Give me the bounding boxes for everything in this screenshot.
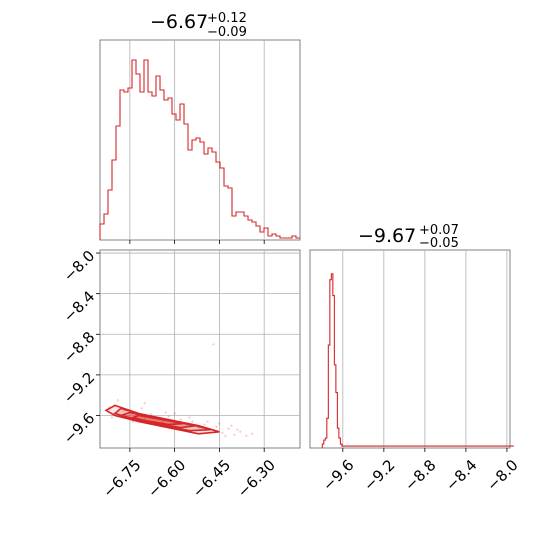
panel-hist-1-grid xyxy=(129,40,265,240)
scatter-point xyxy=(110,416,114,419)
scatter-point xyxy=(203,423,206,426)
scatter-point xyxy=(143,402,146,405)
param-2-minus: −0.05 xyxy=(419,236,459,251)
param-1-title: −6.67 xyxy=(150,11,208,33)
hist-2-tick-label: −9.2 xyxy=(360,456,398,494)
panel-2d-frame xyxy=(99,249,301,449)
hist-1-series xyxy=(99,59,300,240)
scatter-point xyxy=(212,343,215,346)
x-tick-label: −6.60 xyxy=(144,456,189,501)
y-tick-label: −8.8 xyxy=(60,328,98,366)
y-tick-label: −9.2 xyxy=(60,369,98,407)
panel-hist-2-grid xyxy=(342,250,508,448)
scatter-point xyxy=(143,417,146,420)
panel-2d-grid xyxy=(100,250,300,448)
x-tick-label: −6.75 xyxy=(99,456,144,501)
scatter-point xyxy=(245,434,248,438)
scatter-point xyxy=(239,430,242,433)
scatter-point xyxy=(224,434,227,438)
hist-2-tick-label: −9.6 xyxy=(319,456,357,494)
panel-hist-2-frame xyxy=(309,249,511,449)
hist-2-series xyxy=(321,273,514,448)
scatter-point xyxy=(191,420,194,423)
panel-hist-2-ticks: −9.6 −9.2 −8.8 −8.4 −8.0 xyxy=(319,448,522,495)
y-tick-label: −9.6 xyxy=(60,409,98,447)
param-1-median: −6.67 xyxy=(150,11,208,33)
hist-2-tick-label: −8.0 xyxy=(483,456,521,494)
scatter-point xyxy=(218,422,221,425)
x-tick-label: −6.45 xyxy=(189,456,234,501)
param-1-minus: −0.09 xyxy=(207,25,247,40)
panel-hist-1-ticks xyxy=(129,240,265,244)
scatter-point xyxy=(161,420,164,423)
scatter-point xyxy=(173,412,176,415)
y-tick-label: −8.0 xyxy=(60,247,98,285)
panel-hist-1: −6.67 +0.12 −0.09 xyxy=(99,11,301,244)
scatter-point xyxy=(227,427,230,430)
scatter-point xyxy=(188,416,191,419)
panel-2d-contours xyxy=(104,404,220,435)
scatter-point xyxy=(206,420,209,423)
hist-2-tick-label: −8.4 xyxy=(442,456,480,494)
param-2-plus: +0.07 xyxy=(419,223,459,238)
scatter-point xyxy=(140,407,143,410)
scatter-point xyxy=(167,415,170,418)
scatter-point xyxy=(215,425,218,428)
scatter-point xyxy=(116,399,120,402)
param-2-title: −9.67 xyxy=(358,225,416,247)
scatter-point xyxy=(221,431,224,434)
y-tick-label: −8.4 xyxy=(60,287,98,325)
scatter-point xyxy=(230,424,233,427)
scatter-point xyxy=(164,411,167,414)
density-contour xyxy=(129,414,184,426)
x-tick-label: −6.30 xyxy=(234,456,279,501)
panel-hist-2: −9.6 −9.2 −8.8 −8.4 −8.0 −9.67 +0.07 −0.05 xyxy=(309,223,522,495)
panel-2d: −6.75 −6.60 −6.45 −6.30 −8.0−8.4−8.8−9.2−9.6 xyxy=(60,247,301,501)
hist-2-tick-label: −8.8 xyxy=(401,456,439,494)
param-1-plus: +0.12 xyxy=(207,11,247,26)
param-2-median: −9.67 xyxy=(358,225,416,247)
scatter-point xyxy=(179,418,182,421)
scatter-point xyxy=(236,428,239,431)
scatter-point xyxy=(251,432,254,435)
scatter-point xyxy=(233,433,236,436)
